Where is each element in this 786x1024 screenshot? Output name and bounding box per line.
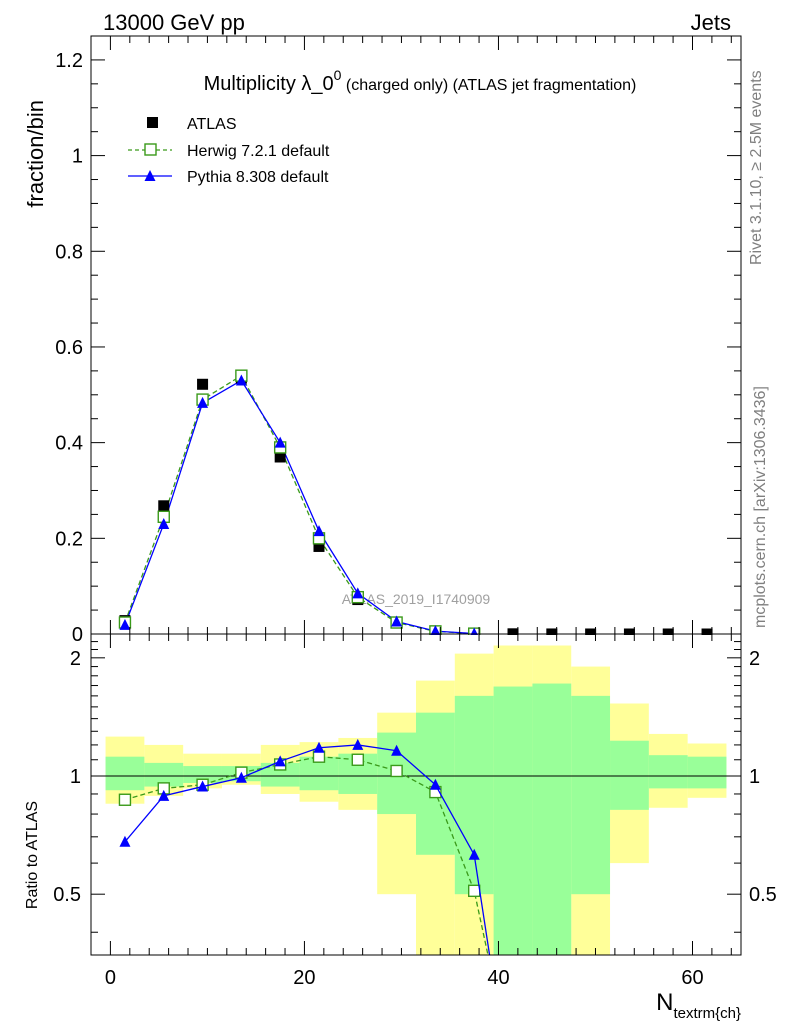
main-point-pythia [391,615,403,627]
ratio-point-pythia [158,789,170,801]
title-rest: (charged only) (ATLAS jet fragmentation) [341,77,636,94]
ratio-band-green [687,756,727,789]
main-y-tick-label: 0 [72,624,83,646]
legend-label-herwig: Herwig 7.2.1 default [187,143,330,160]
rivet-version-label: Rivet 3.1.10, ≥ 2.5M events [748,70,765,265]
x-axis-label-sub: textrm{ch} [673,1005,741,1022]
ratio-point-pythia [391,744,403,756]
mcplots-label: mcplots.cern.ch [arXiv:1306.3436] [752,386,769,628]
main-y-tick-label: 1.2 [55,50,83,72]
header-left: 13000 GeV pp [103,10,245,35]
analysis-watermark: ATLAS_2019_I1740909 [342,591,491,607]
ratio-ylabel: Ratio to ATLAS [24,801,41,909]
main-point-atlas [701,628,713,635]
main-y-tick-label: 0.6 [55,337,83,359]
main-y-tick-label: 0.2 [55,528,83,550]
ratio-point-pythia [119,835,131,847]
main-series [118,369,713,635]
main-y-tick-label: 1 [72,146,83,168]
main-point-atlas [507,628,519,635]
ratio-band-green [648,755,688,789]
legend-label-pythia: Pythia 8.308 default [187,169,329,186]
ratio-frame [90,633,742,956]
main-point-atlas [623,628,635,635]
main-point-atlas [662,628,674,635]
ratio-band-green [571,695,611,895]
ratio-point-pythia [468,848,480,860]
ratio-bands [91,645,741,955]
main-point-pythia [119,618,131,630]
legend-marker-pythia [144,170,156,181]
x-axis-label: Ntextrm{ch} [656,989,741,1022]
main-point-atlas [197,378,209,390]
ratio-point-pythia [197,780,209,792]
legend-marker-herwig [144,143,157,156]
title-sup: 0 [334,67,342,83]
main-point-pythia [313,525,325,537]
ratio-point-pythia [235,771,247,783]
ratio-band-green [144,762,184,787]
main-point-atlas [313,540,325,552]
ratio-y-tick-label-right: 1 [749,766,760,788]
ratio-band-green [105,756,145,791]
main-point-atlas [585,628,597,635]
ratio-band-green [183,766,222,783]
x-tick-label: 0 [105,967,116,989]
ratio-point-herwig [351,753,364,766]
ratio-band-green [260,762,300,787]
legend-label-atlas: ATLAS [187,116,237,133]
legend: ATLAS Herwig 7.2.1 default Pythia 8.308 … [128,116,330,186]
main-point-pythia [197,396,209,408]
ratio-point-herwig [468,884,481,898]
main-y-tick-label: 0.8 [55,241,83,263]
ratio-band-green [610,740,649,810]
ratio-band-green [532,683,572,955]
main-y-tick-label: 0.4 [55,433,83,455]
ratio-y-tick-label-left: 1 [70,766,81,788]
main-point-pythia [235,374,247,386]
ratio-band-green [454,695,494,895]
main-point-atlas [546,628,558,635]
ratio-y-tick-label-right: 0.5 [749,884,777,906]
plot-title: Multiplicity λ_00 (charged only) (ATLAS … [204,67,637,95]
ratio-y-tick-label-left: 0.5 [53,884,81,906]
main-point-pythia [274,436,286,448]
ratio-point-herwig [312,750,326,763]
title-main: Multiplicity λ_0 [204,73,334,95]
main-line-herwig [124,374,475,635]
x-tick-label: 20 [293,967,315,989]
legend-marker-atlas [147,117,158,128]
main-point-pythia [352,587,364,599]
ratio-point-pythia [313,741,325,753]
ratio-y-tick-label-left: 2 [70,648,81,670]
ratio-y-tick-label-right: 2 [749,648,760,670]
x-axis-label-main: N [656,989,673,1016]
main-point-atlas [274,451,286,463]
ratio-band-green [493,686,533,955]
main-point-pythia [470,627,478,635]
ratio-point-pythia [352,738,364,750]
x-tick-label: 40 [487,967,509,989]
x-tick-label: 60 [681,967,703,989]
ratio-line-herwig [124,756,489,955]
main-ylabel: fraction/bin [23,100,48,208]
header-right: Jets [691,10,731,35]
main-line-pythia [124,379,475,635]
ratio-point-herwig [118,793,132,806]
ratio-point-pythia [429,778,441,790]
main-point-pythia [158,517,170,529]
main-point-atlas [158,500,170,512]
main-point-pythia [430,625,441,635]
ratio-point-pythia [274,755,286,767]
ratio-point-herwig [390,764,403,778]
chart-marks: 0 20 40 60 0 0.2 0.4 0.6 0.8 1 1.2 0.5 0.5 1 1 2 2 [53,35,777,989]
